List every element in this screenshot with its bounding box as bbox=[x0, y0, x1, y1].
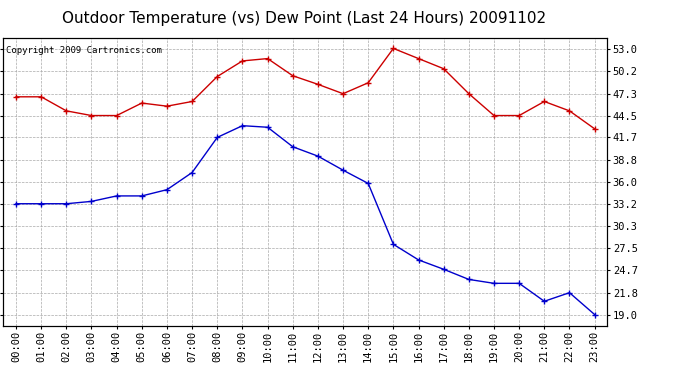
Text: Outdoor Temperature (vs) Dew Point (Last 24 Hours) 20091102: Outdoor Temperature (vs) Dew Point (Last… bbox=[61, 11, 546, 26]
Text: Copyright 2009 Cartronics.com: Copyright 2009 Cartronics.com bbox=[6, 46, 162, 55]
